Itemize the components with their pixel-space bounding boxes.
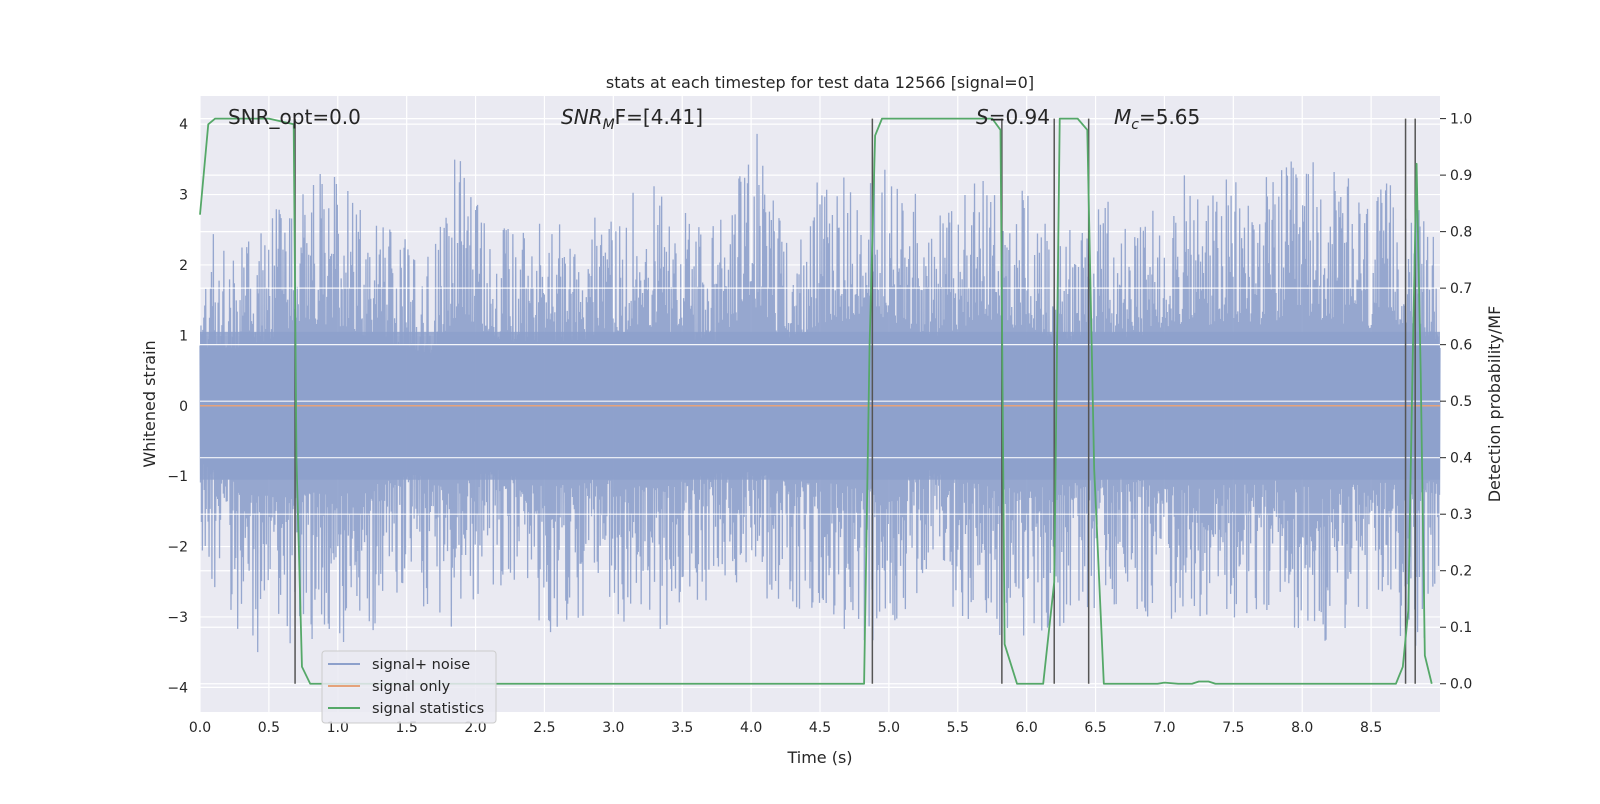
chart-title: stats at each timestep for test data 125…: [606, 73, 1034, 92]
x-tick-label: 6.5: [1084, 720, 1106, 736]
x-tick-label: 2.5: [533, 720, 555, 736]
legend-label-signal-statistics: signal statistics: [372, 701, 484, 717]
x-tick-label: 4.5: [809, 720, 831, 736]
y-right-tick-label: 0.1: [1450, 620, 1472, 636]
x-axis-ticks: 0.0 0.5 1.0 1.5 2.0 2.5 3.0 3.5 4.0 4.5 5.0 5.5 6.0 6…: [189, 720, 1382, 736]
y-tick-label: 1: [179, 328, 188, 344]
y-tick-label: −3: [167, 610, 188, 626]
y-right-tick-label: 0.6: [1450, 338, 1472, 354]
x-tick-label: 8.5: [1360, 720, 1382, 736]
x-tick-label: 6.0: [1016, 720, 1038, 736]
y-tick-label: 2: [179, 258, 188, 274]
y-right-tick-label: 0.7: [1450, 281, 1472, 297]
y-right-tick-label: 0.8: [1450, 225, 1472, 241]
series-signal-statistics: [199, 117, 1433, 685]
annotation-snr-opt: SNR_opt=0.0: [228, 105, 361, 129]
annotation-mc: Mc=5.65: [1114, 105, 1200, 133]
x-axis-label: Time (s): [786, 748, 852, 767]
plot-area: [199, 117, 1441, 685]
legend: signal+ noise signal only signal statist…: [321, 650, 497, 724]
legend-label-signal-plus-noise: signal+ noise: [372, 657, 470, 673]
x-tick-label: 3.0: [602, 720, 624, 736]
y-axis-ticks: 4 3 2 1 0 −1 −2 −3 −4: [167, 117, 188, 696]
x-tick-label: 5.5: [947, 720, 969, 736]
y-tick-label: −2: [167, 540, 188, 556]
x-tick-label: 8.0: [1291, 720, 1313, 736]
x-tick-label: 3.5: [671, 720, 693, 736]
annotation-snr-mf: SNRMF=[4.41]: [561, 105, 703, 133]
y-right-tick-label: 0.0: [1450, 677, 1472, 693]
x-tick-label: 0.0: [189, 720, 211, 736]
legend-label-signal-only: signal only: [372, 679, 451, 695]
y-right-tick-label: 0.4: [1450, 451, 1472, 467]
y-right-tick-label: 0.3: [1450, 507, 1472, 523]
y-tick-label: 4: [179, 117, 188, 133]
annotation-mc-rest: =5.65: [1139, 105, 1200, 129]
y-tick-label: 3: [179, 188, 188, 204]
x-tick-label: 0.5: [258, 720, 280, 736]
annotation-snr-mf-main: SNR: [561, 105, 603, 129]
x-tick-label: 1.5: [396, 720, 418, 736]
signal-statistics-line: [199, 117, 1433, 685]
x-tick-label: 5.0: [878, 720, 900, 736]
x-tick-label: 4.0: [740, 720, 762, 736]
x-tick-label: 1.0: [327, 720, 349, 736]
y-right-axis-label: Detection probability/MF: [1485, 306, 1504, 503]
y-tick-label: −1: [167, 469, 188, 485]
x-tick-label: 7.0: [1153, 720, 1175, 736]
y-axis-label: Whitened strain: [140, 340, 159, 467]
x-tick-label: 2.0: [464, 720, 486, 736]
y-right-tick-label: 0.9: [1450, 168, 1472, 184]
y-right-axis-ticks: 1.0 0.9 0.8 0.7 0.6 0.5 0.4 0.3 0.2 0.1 0.0: [1440, 112, 1472, 693]
annotation-s-rest: =0.94: [989, 105, 1050, 129]
y-tick-label: −4: [167, 680, 188, 696]
y-right-tick-label: 0.5: [1450, 394, 1472, 410]
y-right-tick-label: 1.0: [1450, 112, 1472, 128]
annotation-s: S=0.94: [976, 105, 1050, 129]
annotation-s-main: S: [976, 105, 989, 129]
signal-plus-noise-line: [199, 133, 1441, 653]
annotation-mc-sub: c: [1131, 117, 1139, 133]
y-tick-label: 0: [179, 399, 188, 415]
x-tick-label: 7.5: [1222, 720, 1244, 736]
annotation-snr-mf-rest: F=[4.41]: [615, 105, 703, 129]
annotation-mc-main: M: [1114, 105, 1131, 129]
y-right-tick-label: 0.2: [1450, 564, 1472, 580]
legend-box: [321, 650, 497, 724]
annotation-snr-mf-sub: M: [603, 117, 615, 133]
